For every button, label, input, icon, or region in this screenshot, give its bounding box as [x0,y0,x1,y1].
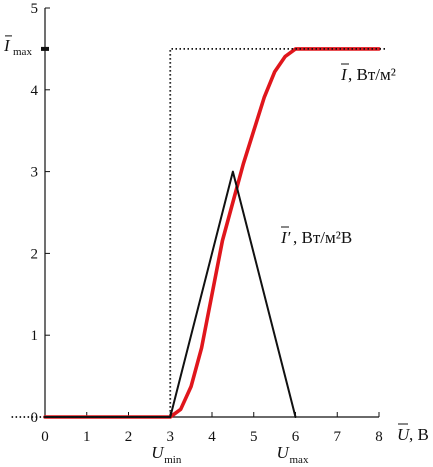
y-tick-label: 3 [31,165,39,181]
x-tick-label: 1 [83,429,91,445]
imax-subscript: max [13,46,32,58]
derivative-label-unit: , Вт/м²В [293,228,352,247]
x-marker-symbol: U [277,443,291,462]
x-tick-label: 8 [375,429,383,445]
derivative-label-symbol: I′ [280,228,291,247]
x-marker-symbol: U [151,443,165,462]
y-tick-label: 1 [31,328,39,344]
imax-label: I [3,35,12,55]
x-axis-label: U, В [397,423,429,444]
intensity-label-unit: , Вт/м² [348,65,396,84]
imax-label-symbol: I [3,36,11,55]
intensity-curve [43,47,381,419]
x-tick-label: 0 [41,429,49,445]
y-tick-label: 2 [31,246,39,262]
x-axis-symbol: U [397,425,411,444]
series-layer [11,47,388,419]
x-axis-unit: , В [409,425,429,444]
derivative-label: I′, Вт/м²В [280,226,352,247]
x-marker-subscript: min [164,454,182,466]
x-tick-label: 3 [167,429,175,445]
intensity-label-symbol: I [340,65,348,84]
x-tick-label: 6 [292,429,300,445]
intensity-label: I, Вт/м² [340,63,396,84]
axes [41,7,380,418]
x-tick-label: 4 [208,429,216,445]
y-tick-label: 0 [31,410,39,426]
y-tick-label: 4 [31,83,39,99]
x-marker-subscript: max [290,454,309,466]
x-tick-label: 7 [334,429,342,445]
x-tick-label: 5 [250,429,258,445]
x-tick-label: 2 [125,429,133,445]
y-tick-label: 5 [31,1,39,17]
